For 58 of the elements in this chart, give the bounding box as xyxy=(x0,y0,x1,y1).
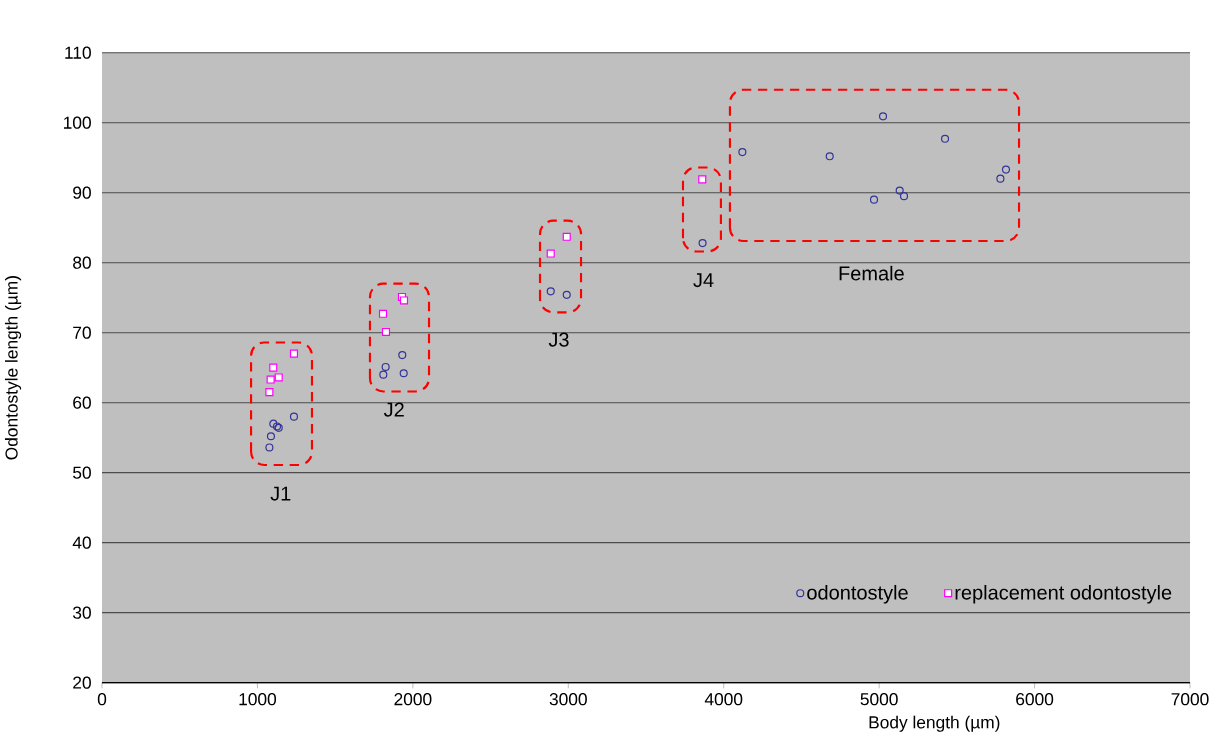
y-axis-title: Odontostyle length (µm) xyxy=(4,275,22,460)
point xyxy=(738,147,747,156)
point xyxy=(266,375,275,384)
point xyxy=(698,238,707,247)
point xyxy=(379,370,388,379)
point xyxy=(289,412,299,421)
y-tick-label: 90 xyxy=(73,186,91,199)
point xyxy=(562,290,571,299)
point xyxy=(869,195,879,204)
point xyxy=(1001,165,1011,174)
y-tick-label: 50 xyxy=(73,466,91,479)
point xyxy=(825,152,834,161)
point xyxy=(381,327,391,336)
annotation: J3 xyxy=(548,332,569,347)
y-tick-label: 110 xyxy=(65,46,91,59)
point xyxy=(265,443,274,452)
point xyxy=(698,175,707,184)
point xyxy=(895,186,904,195)
y-tick-label: 20 xyxy=(73,676,91,689)
point xyxy=(562,232,571,241)
point xyxy=(381,362,390,371)
point xyxy=(274,373,283,382)
point xyxy=(269,363,278,372)
y-tick-label: 100 xyxy=(64,116,91,129)
x-tick-label: 6000 xyxy=(1016,692,1054,706)
point xyxy=(265,387,274,397)
x-tick-label: 3000 xyxy=(549,692,587,706)
point xyxy=(546,287,555,296)
point xyxy=(289,349,299,358)
x-tick-label: 5000 xyxy=(860,692,898,706)
y-tick-label: 80 xyxy=(73,256,91,269)
point xyxy=(399,369,408,378)
y-tick-label: 60 xyxy=(73,396,91,409)
annotation: J1 xyxy=(270,486,291,501)
point xyxy=(878,112,888,121)
point xyxy=(269,419,278,428)
legend-label: odontostyle xyxy=(807,584,908,604)
point xyxy=(399,296,409,305)
annotation: Female xyxy=(839,265,904,281)
point xyxy=(996,174,1005,183)
y-tick-label: 30 xyxy=(72,606,91,619)
point xyxy=(940,134,950,143)
point xyxy=(266,432,276,441)
annotation: J4 xyxy=(693,273,714,287)
x-tick-label: 1000 xyxy=(239,692,277,706)
point xyxy=(398,350,407,359)
point xyxy=(546,249,555,258)
y-tick-label: 40 xyxy=(72,536,91,549)
y-tick-label: 70 xyxy=(73,326,91,339)
x-tick-label: 0 xyxy=(97,692,107,706)
point xyxy=(378,309,388,318)
legend-label: replacement odontostyle xyxy=(955,584,1172,604)
x-tick-label: 7000 xyxy=(1171,692,1209,706)
annotation: J2 xyxy=(383,402,404,417)
point xyxy=(899,191,909,201)
x-tick-label: 2000 xyxy=(394,692,432,706)
x-axis-title: Body length (µm) xyxy=(869,715,1000,732)
x-tick-label: 4000 xyxy=(704,692,743,706)
